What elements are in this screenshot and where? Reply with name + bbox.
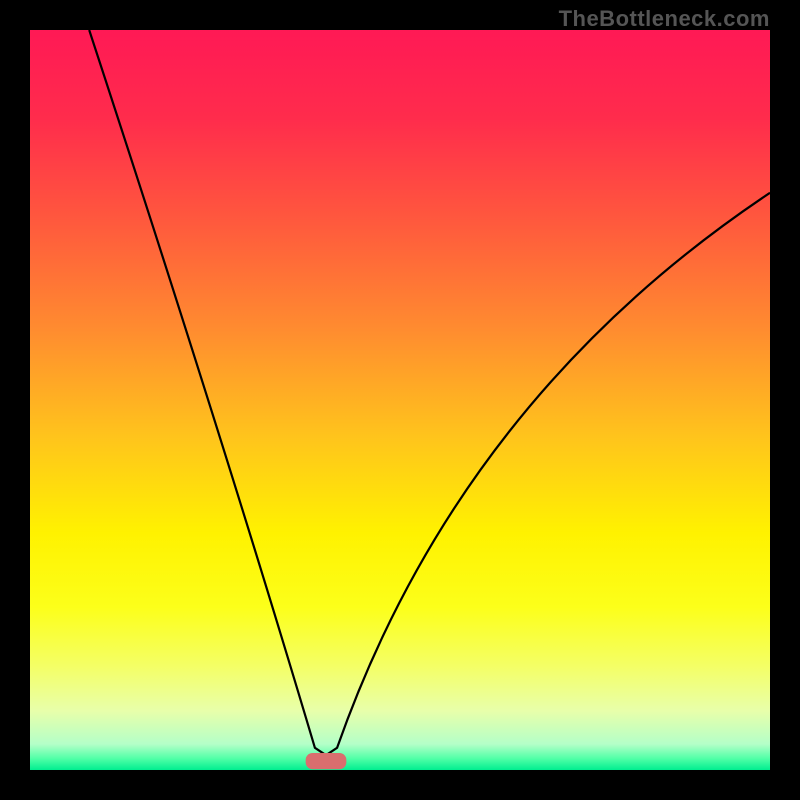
watermark-text: TheBottleneck.com <box>559 6 770 32</box>
gradient-background <box>30 30 770 770</box>
dip-marker <box>306 753 347 769</box>
chart-svg <box>30 30 770 770</box>
plot-area <box>30 30 770 770</box>
